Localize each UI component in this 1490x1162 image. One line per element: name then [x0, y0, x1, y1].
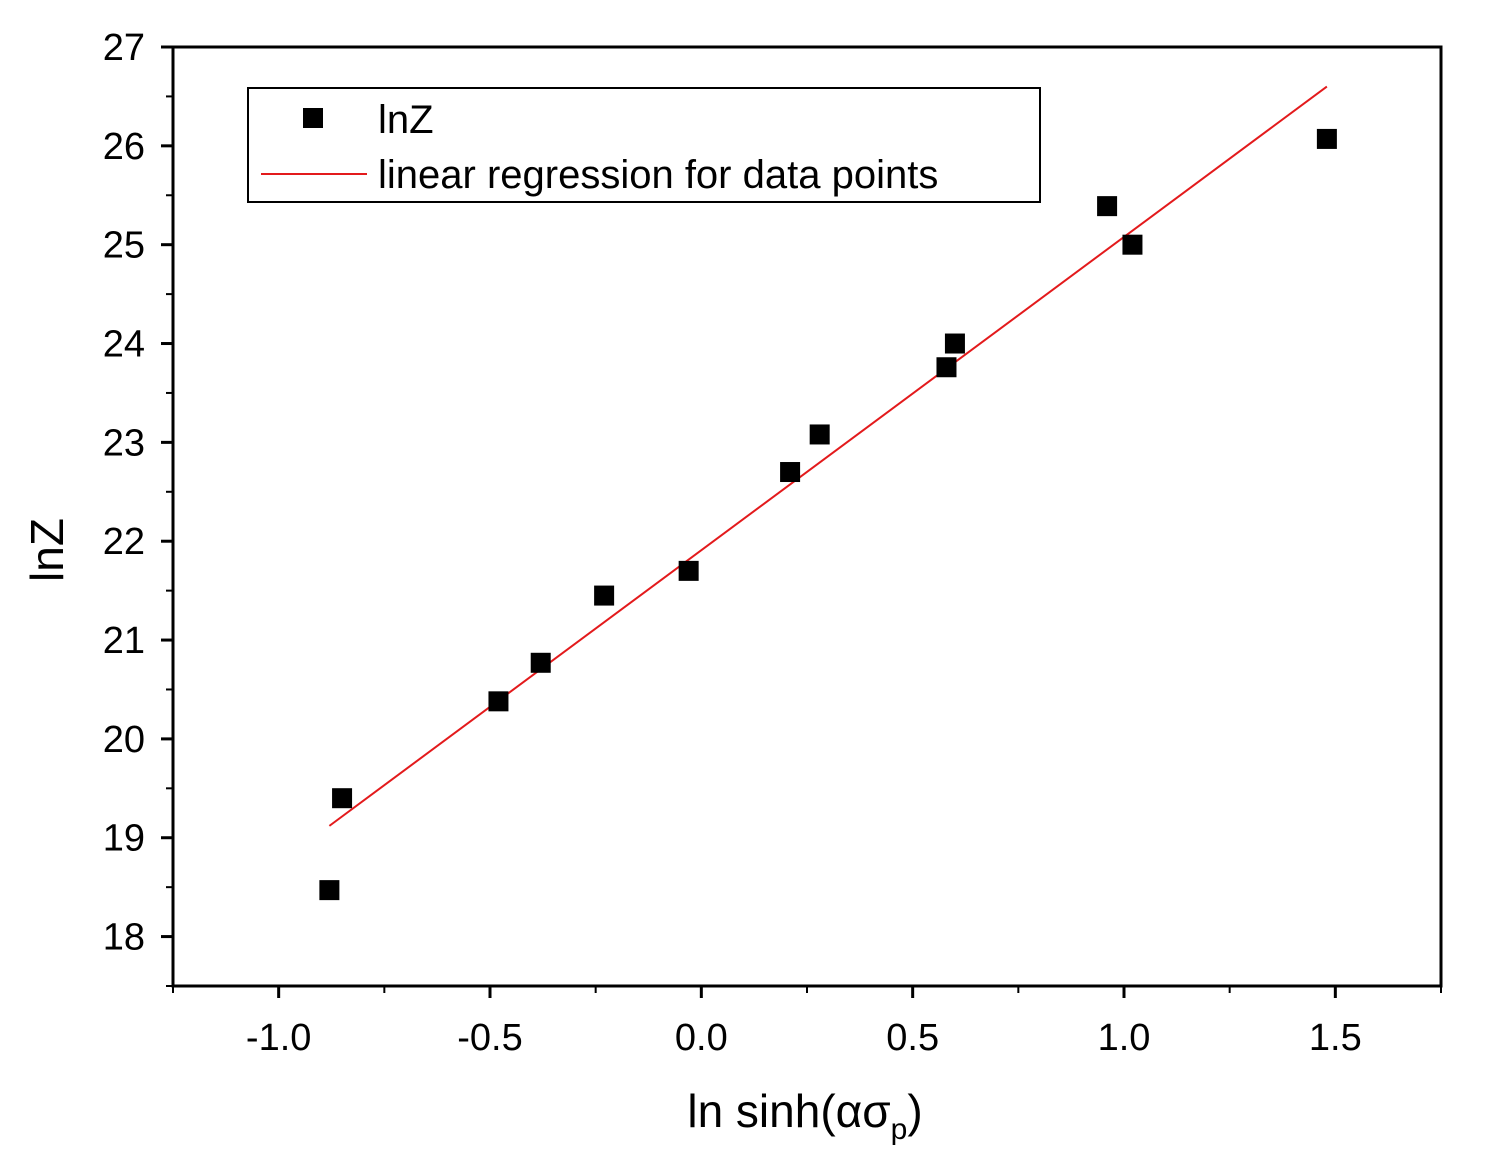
y-tick-label: 24: [103, 324, 145, 366]
y-tick-label: 19: [103, 818, 145, 860]
data-point: [488, 691, 509, 712]
y-tick-label: 23: [103, 422, 145, 464]
y-tick-label: 21: [103, 620, 145, 662]
data-point: [780, 462, 801, 483]
legend-marker-lnZ: [303, 108, 323, 128]
tick-labels: -1.0 -0.5 0.0 0.5 1.0 1.5 18 19 20 21 22 23 24 25 26 27: [103, 27, 1362, 1059]
x-axis-title-suffix: ): [907, 1085, 922, 1137]
data-point: [1097, 196, 1118, 217]
x-tick-label: 0.0: [675, 1017, 728, 1059]
x-axis-title-subscript: p: [891, 1113, 908, 1146]
x-tick-label: 0.5: [886, 1017, 939, 1059]
y-tick-label: 22: [103, 521, 145, 563]
legend-label-regression: linear regression for data points: [378, 153, 938, 197]
y-axis-title: lnZ: [21, 518, 73, 582]
y-tick-label: 25: [103, 225, 145, 267]
data-point: [678, 560, 699, 581]
data-point: [944, 333, 965, 354]
legend: lnZ linear regression for data points: [247, 87, 1041, 203]
data-point: [319, 880, 340, 901]
data-points: [319, 128, 1337, 901]
data-point: [809, 424, 830, 445]
axes: [161, 45, 1443, 998]
data-point: [936, 357, 957, 378]
y-tick-label: 20: [103, 719, 145, 761]
y-tick-label: 18: [103, 917, 145, 959]
data-point: [1316, 128, 1337, 149]
x-tick-label: 1.0: [1098, 1017, 1151, 1059]
x-tick-label: -1.0: [246, 1017, 311, 1059]
y-tick-label: 27: [103, 27, 145, 69]
legend-box: [247, 87, 1041, 203]
data-point: [1122, 234, 1143, 255]
x-axis-title: ln sinh(ασp): [687, 1085, 922, 1146]
y-tick-label: 26: [103, 126, 145, 168]
x-tick-label: -0.5: [457, 1017, 522, 1059]
data-point: [594, 585, 615, 606]
data-point: [530, 652, 551, 673]
x-tick-label: 1.5: [1309, 1017, 1362, 1059]
data-point: [332, 788, 353, 809]
legend-label-lnZ: lnZ: [378, 98, 434, 142]
